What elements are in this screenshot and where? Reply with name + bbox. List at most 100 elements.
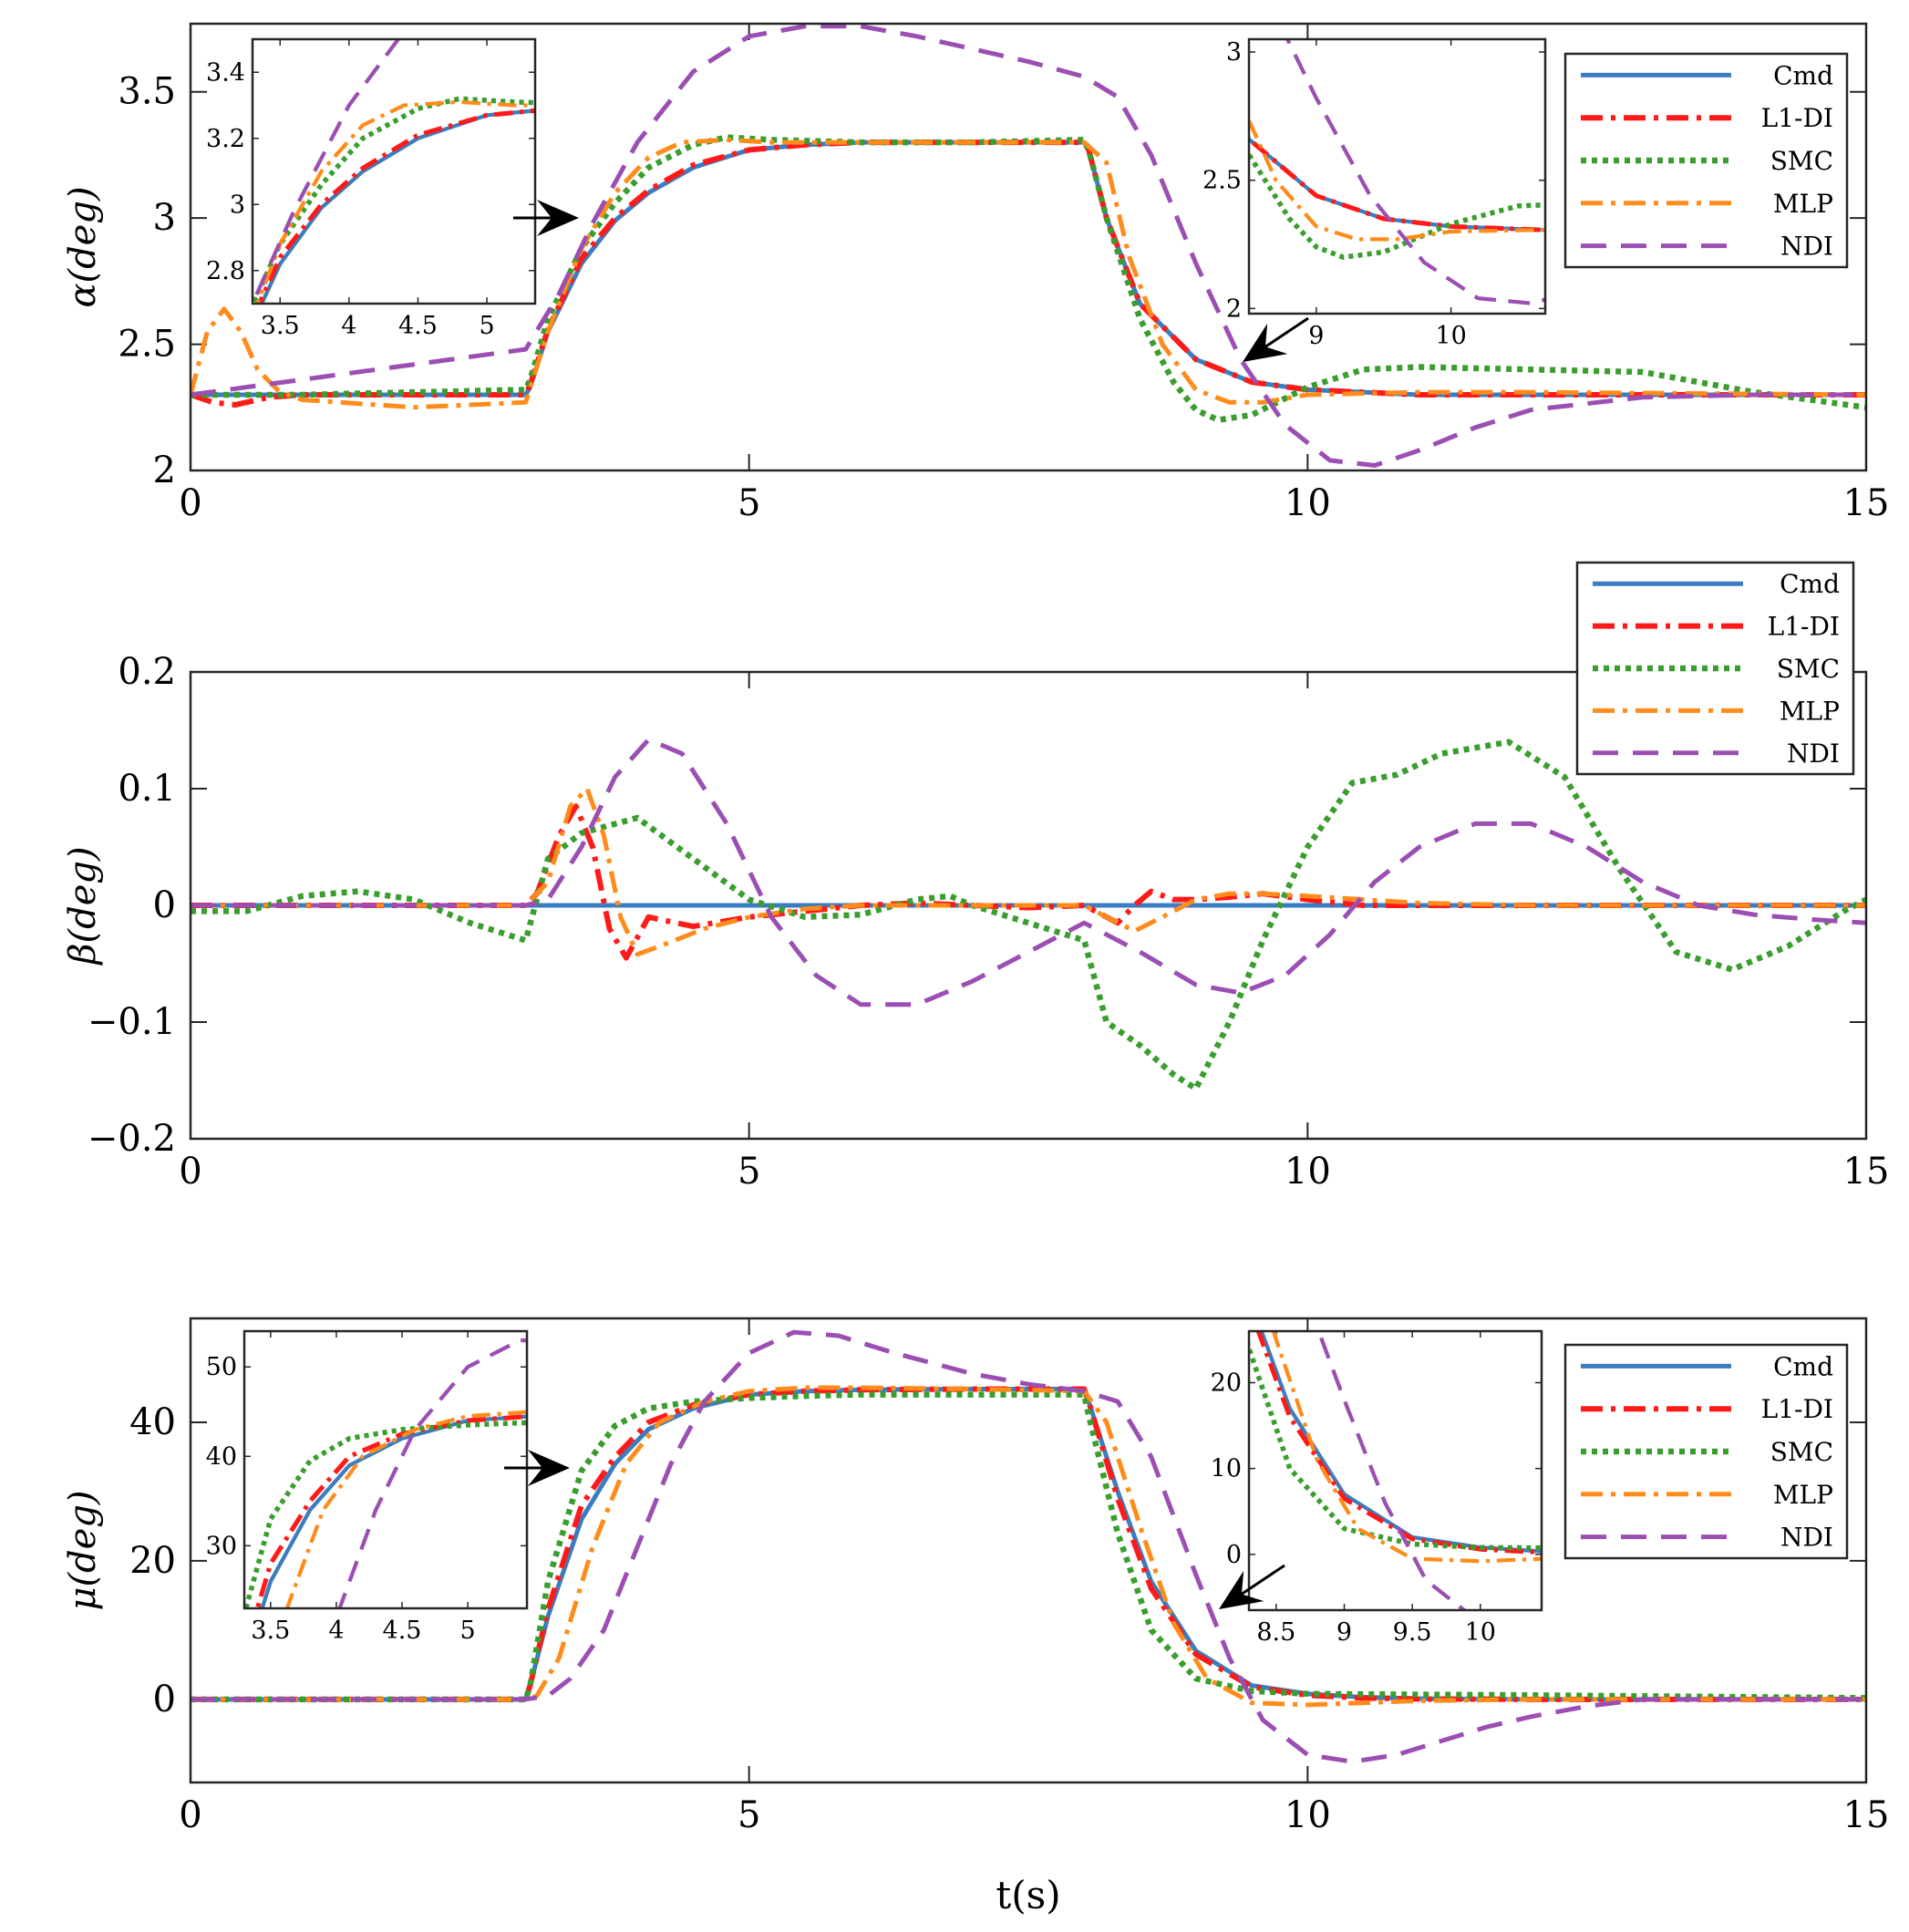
alpha-series-ndi	[191, 24, 1866, 468]
mu-inset-rise-ytick-label: 30	[206, 1532, 237, 1560]
beta-series-l1-di	[191, 803, 1866, 961]
mu-inset-fall-xtick-label: 9	[1336, 1618, 1352, 1647]
alpha-xtick-label: 10	[1285, 482, 1331, 524]
alpha-inset-rise-xtick-label: 4.5	[398, 312, 438, 340]
mu-series-mlp	[191, 1385, 1866, 1708]
mu-ytick-label: 40	[129, 1401, 176, 1443]
alpha-inset-fall-xtick-label: 9	[1308, 322, 1324, 350]
mu-inset-fall-series-smc	[1249, 1338, 1542, 1551]
mu-legend-label: SMC	[1770, 1437, 1833, 1467]
alpha-inset-fall-arrow-head	[1243, 323, 1288, 362]
mu-inset-fall-arrow-shaft	[1241, 1564, 1285, 1596]
alpha-legend-label: MLP	[1773, 189, 1833, 219]
mu-xtick-label: 15	[1843, 1794, 1890, 1836]
mu-inset-fall-xtick-label: 8.5	[1256, 1618, 1295, 1647]
alpha-legend-label: L1-DI	[1761, 103, 1833, 133]
alpha-axes-frame	[189, 22, 1868, 472]
mu-inset-fall-ytick-label: 10	[1211, 1455, 1242, 1483]
mu-series-ndi	[191, 1329, 1866, 1764]
beta-ytick-label: −0.2	[88, 1118, 176, 1160]
mu-inset-rise-xtick-label: 4.5	[383, 1617, 422, 1645]
x-axis-label: t(s)	[996, 1873, 1060, 1917]
mu-xtick-label: 0	[179, 1794, 201, 1836]
subplot-beta: 0 5 10 15 −0.2 −0.1 0 0.1 0.2 β(deg) Cmd L1-DI SMC ML…	[62, 561, 1890, 1193]
alpha-inset-rise-arrow-head	[537, 200, 579, 236]
alpha-inset-rise-series-ndi	[253, 39, 401, 304]
alpha-inset-rise-xtick-label: 4	[341, 312, 356, 340]
mu-xtick-label: 5	[738, 1794, 760, 1836]
alpha-inset-rise-frame	[251, 37, 537, 305]
alpha-y-axis-label: α(deg)	[62, 186, 104, 307]
beta-legend-label: MLP	[1780, 696, 1840, 726]
mu-series-smc	[191, 1391, 1866, 1703]
beta-ytick-label: 0.1	[118, 768, 176, 810]
alpha-xtick-label: 15	[1843, 482, 1890, 524]
beta-xtick-label: 5	[738, 1151, 760, 1193]
mu-ytick-label: 20	[129, 1540, 176, 1582]
mu-inset-fall-frame	[1247, 1329, 1543, 1612]
mu-inset-rise-ytick-label: 50	[206, 1353, 237, 1381]
alpha-inset-fall-series-mlp	[1249, 115, 1545, 242]
alpha-inset-fall-bg	[1249, 39, 1545, 314]
beta-series-smc	[191, 739, 1866, 1092]
mu-legend-label: MLP	[1773, 1480, 1833, 1510]
beta-series-ndi	[191, 737, 1866, 1007]
alpha-ytick-label: 3.5	[118, 71, 176, 113]
alpha-inset-rise-xtick-label: 5	[479, 312, 494, 340]
alpha-series-smc	[191, 134, 1866, 423]
alpha-inset-fall-ytick-label: 3	[1226, 38, 1242, 67]
mu-inset-fall-ytick-label: 0	[1226, 1541, 1242, 1569]
beta-ytick-label: −0.1	[88, 1001, 176, 1043]
mu-axes-frame	[189, 1317, 1868, 1784]
subplot-alpha: 0 5 10 15 2 2.5 3 3.5 α(deg) 3.5 4 4.5 5 2.8 3 3.2 3.4 9 1…	[62, 22, 1890, 524]
alpha-inset-fall-ytick-label: 2	[1226, 294, 1242, 323]
beta-xtick-label: 10	[1285, 1151, 1331, 1193]
alpha-inset-rise-ytick-label: 3.2	[206, 125, 245, 153]
mu-inset-rise-xtick-label: 4	[328, 1617, 344, 1645]
alpha-legend-label: Cmd	[1773, 60, 1833, 90]
beta-xtick-label: 15	[1843, 1151, 1890, 1193]
mu-inset-rise-bg	[244, 1331, 527, 1608]
mu-inset-rise-xtick-label: 3.5	[251, 1617, 290, 1645]
beta-legend-label: NDI	[1787, 739, 1840, 769]
mu-inset-fall-series-mlp	[1271, 1331, 1542, 1564]
alpha-ytick-label: 3	[153, 197, 176, 239]
beta-xtick-label: 0	[179, 1151, 201, 1193]
alpha-inset-fall-arrow-shaft	[1264, 316, 1309, 348]
alpha-ytick-label: 2	[153, 449, 176, 491]
mu-inset-fall-ytick-label: 20	[1211, 1369, 1242, 1397]
beta-legend-label: Cmd	[1780, 569, 1840, 599]
alpha-xtick-label: 0	[179, 482, 201, 524]
mu-inset-rise-frame	[242, 1329, 529, 1610]
alpha-inset-fall-frame	[1247, 37, 1547, 315]
mu-legend-label: NDI	[1780, 1523, 1833, 1553]
alpha-inset-rise-ytick-label: 3.4	[206, 58, 245, 87]
beta-legend-label: L1-DI	[1768, 612, 1840, 642]
mu-inset-fall-arrow-head	[1219, 1570, 1264, 1609]
mu-inset-rise-arrow-head	[528, 1450, 570, 1486]
alpha-series-l1-di	[191, 139, 1866, 408]
mu-inset-rise-xtick-label: 5	[460, 1617, 476, 1645]
alpha-inset-fall-ytick-label: 2.5	[1202, 167, 1242, 195]
alpha-ytick-label: 2.5	[118, 324, 176, 366]
subplot-mu: 0 5 10 15 0 20 40 μ(deg) 3.5 4 4.5 5 30 40 50 8.5 9 9.5 10…	[62, 1317, 1890, 1836]
alpha-inset-rise-bg	[253, 39, 535, 304]
alpha-legend-label: NDI	[1780, 232, 1833, 262]
mu-inset-fall-xtick-label: 9.5	[1393, 1618, 1432, 1647]
alpha-inset-fall-xtick-label: 10	[1435, 322, 1466, 350]
mu-inset-fall-xtick-label: 10	[1465, 1618, 1496, 1647]
alpha-xtick-label: 5	[738, 482, 760, 524]
alpha-inset-rise-ytick-label: 3	[230, 191, 245, 219]
alpha-inset-rise-xtick-label: 3.5	[261, 312, 300, 340]
alpha-inset-rise-ytick-label: 2.8	[206, 257, 245, 285]
alpha-inset-rise-series-l1-di	[256, 108, 535, 304]
mu-xtick-label: 10	[1285, 1794, 1331, 1836]
mu-legend-label: Cmd	[1773, 1351, 1833, 1381]
beta-ytick-label: 0	[153, 884, 176, 926]
beta-ytick-label: 0.2	[118, 651, 176, 693]
mu-y-axis-label: μ(deg)	[62, 1490, 104, 1610]
beta-y-axis-label: β(deg)	[62, 846, 104, 966]
mu-inset-rise-ytick-label: 40	[206, 1442, 237, 1471]
